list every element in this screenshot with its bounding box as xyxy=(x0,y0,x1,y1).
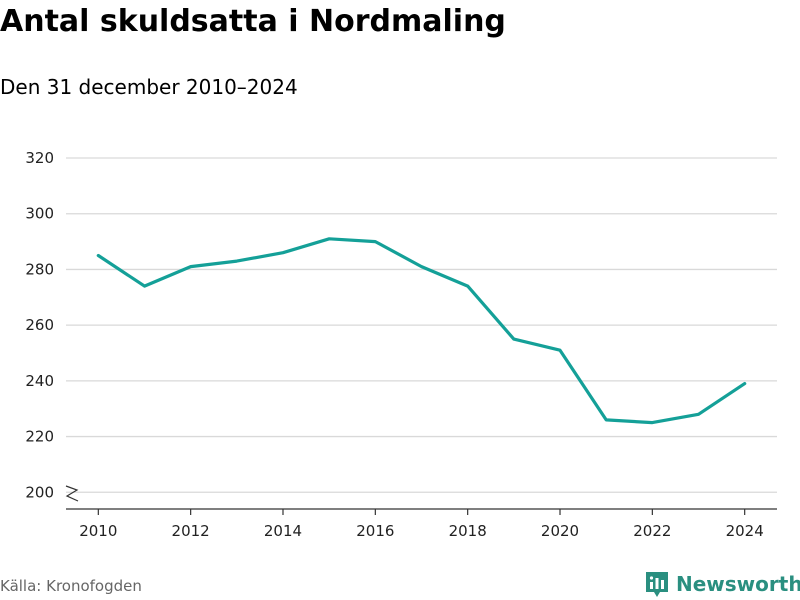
y-tick-label-240: 240 xyxy=(25,372,54,390)
y-tick-label-220: 220 xyxy=(25,428,54,446)
y-tick-label-300: 300 xyxy=(25,205,54,223)
x-tick-label-2024: 2024 xyxy=(726,522,764,540)
x-tick-label-2022: 2022 xyxy=(633,522,671,540)
grid-lines xyxy=(66,157,777,493)
x-tick-label-2016: 2016 xyxy=(356,522,394,540)
source-note: Källa: Kronofogden xyxy=(0,577,142,595)
y-tick-label-200: 200 xyxy=(25,483,54,501)
x-tick-label-2020: 2020 xyxy=(541,522,579,540)
newsworthy-logo-icon xyxy=(646,572,668,597)
brand-name: Newsworthy xyxy=(676,572,800,596)
y-axis: 200 220 240 260 280 300 320 xyxy=(25,149,54,501)
series-line-0 xyxy=(96,237,747,425)
chart-subtitle: Den 31 december 2010–2024 xyxy=(0,75,298,99)
x-tick-label-2010: 2010 xyxy=(79,522,117,540)
x-axis: 2010 2012 2014 2016 2018 2020 2022 2024 xyxy=(65,485,777,540)
chart-title: Antal skuldsatta i Nordmaling xyxy=(0,4,506,39)
series-group xyxy=(96,237,747,425)
brand-logo: Newsworthy xyxy=(644,570,800,598)
axis-break-icon xyxy=(65,485,79,502)
y-tick-label-260: 260 xyxy=(25,316,54,334)
x-tick-label-2012: 2012 xyxy=(172,522,210,540)
y-tick-label-280: 280 xyxy=(25,260,54,278)
y-tick-label-320: 320 xyxy=(25,149,54,167)
x-tick-label-2014: 2014 xyxy=(264,522,302,540)
x-tick-label-2018: 2018 xyxy=(449,522,487,540)
